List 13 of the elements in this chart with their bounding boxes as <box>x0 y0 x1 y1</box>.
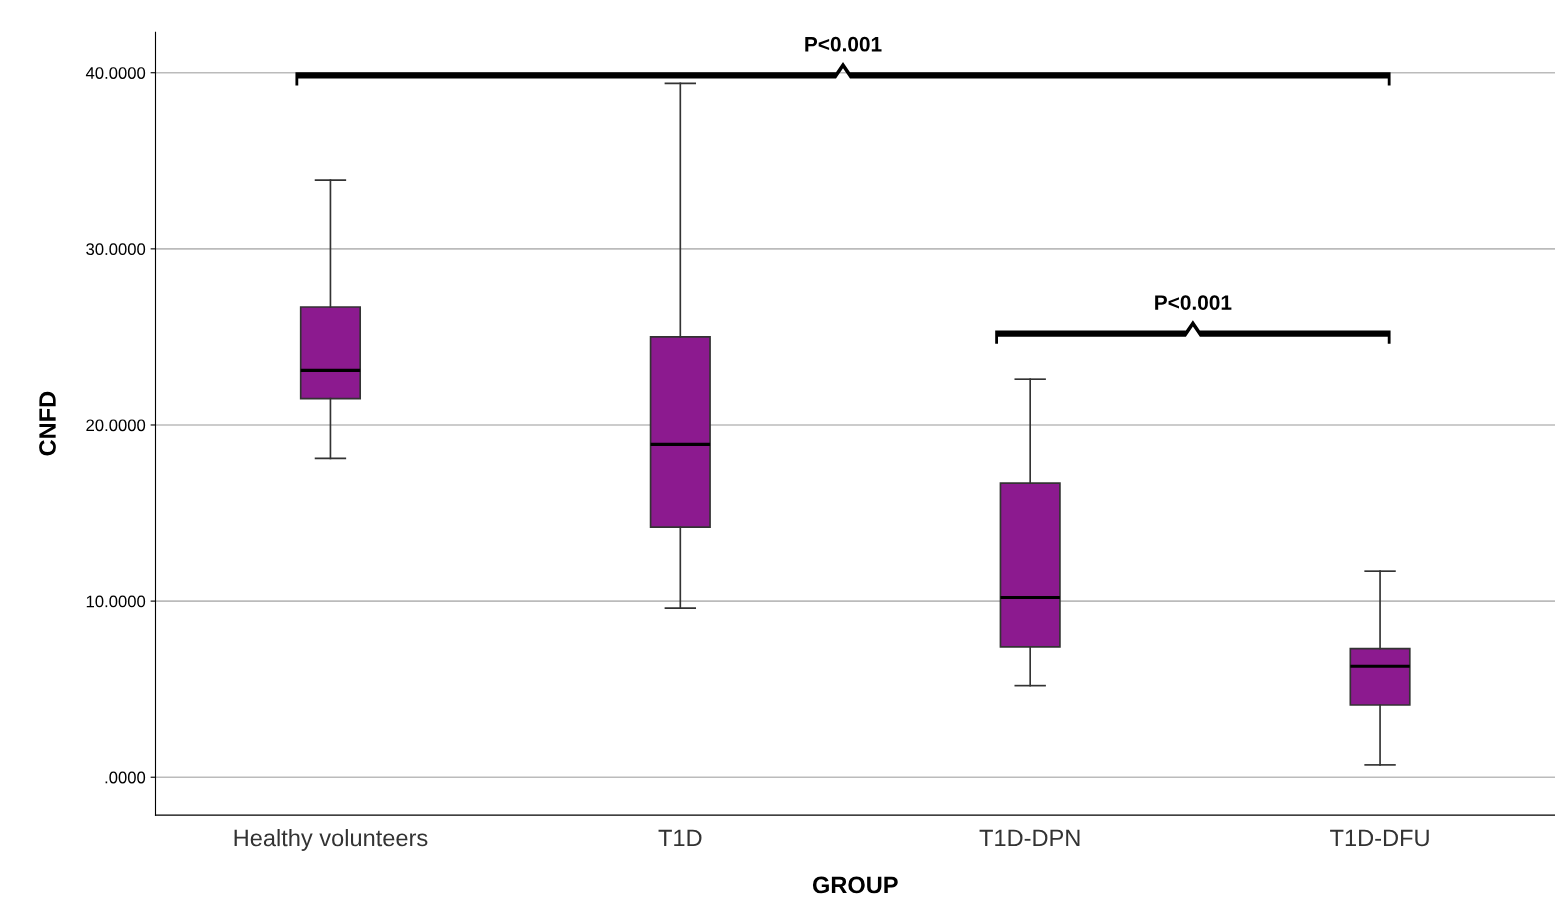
y-tick-label: 10.0000 <box>86 595 146 608</box>
y-tick-label: 40.0000 <box>85 67 146 79</box>
x-axis-title: GROUP <box>812 876 898 894</box>
x-tick-label: Healthy volunteers <box>234 828 428 851</box>
y-tick-label: .0000 <box>105 771 146 784</box>
y-tick-label: 20.0000 <box>86 419 146 432</box>
annotation: P<0.001 <box>805 36 882 52</box>
x-tick-label: T1D <box>658 829 702 847</box>
y-tick-label: 30.0000 <box>86 243 146 256</box>
y-axis-title: CNFD <box>39 391 56 456</box>
x-tick-label: T1D-DPN <box>979 829 1080 847</box>
annotation: P<0.001 <box>1155 295 1232 310</box>
x-tick-label: T1D-DFU <box>1330 829 1429 847</box>
